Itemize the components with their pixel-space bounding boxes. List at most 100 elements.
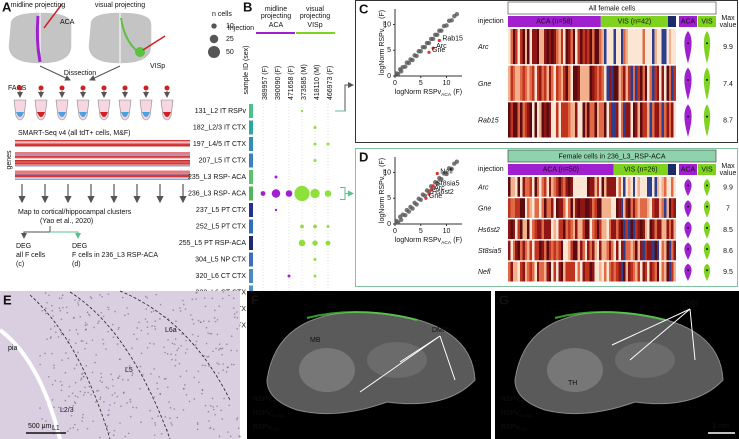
cell-nucleus xyxy=(218,363,220,366)
cell-nucleus xyxy=(198,381,200,384)
gene-annotation: Hs6st2 xyxy=(432,189,454,196)
row-label: 320_L6 CT CTX xyxy=(196,273,247,280)
cell-nucleus xyxy=(203,320,205,322)
text-main: RSPv xyxy=(501,410,519,417)
cell-nucleus xyxy=(221,297,224,300)
max-label: Max xyxy=(721,163,735,170)
group-name: VISp xyxy=(307,22,322,29)
cell-nucleus xyxy=(98,436,101,439)
cell-nucleus xyxy=(111,378,114,381)
cell-nucleus xyxy=(232,307,235,310)
cell-nucleus xyxy=(176,416,179,419)
cell-nucleus xyxy=(191,318,194,321)
pointer-line xyxy=(439,335,456,381)
cell-nucleus xyxy=(58,307,61,309)
tube xyxy=(160,99,174,121)
title-box xyxy=(507,149,717,163)
cell-dot xyxy=(17,85,23,91)
violin-median xyxy=(706,42,708,45)
cell-nucleus xyxy=(173,343,176,346)
cell-nucleus xyxy=(65,352,67,354)
max-label: Max xyxy=(721,15,735,22)
cell-nucleus xyxy=(59,309,62,312)
tube xyxy=(97,99,111,121)
cell-nucleus xyxy=(223,397,225,400)
cell-nucleus xyxy=(236,349,238,352)
cell-nucleus xyxy=(225,343,228,346)
bubble xyxy=(324,190,332,197)
cell-nucleus xyxy=(108,409,110,412)
cluster-color xyxy=(249,219,253,234)
violin xyxy=(703,179,711,197)
x-axis-label: logNorm RSPvACA (F) xyxy=(395,237,462,246)
violin xyxy=(703,263,711,281)
branch xyxy=(21,226,51,239)
cell-nucleus xyxy=(197,370,200,373)
cell-nucleus xyxy=(146,326,149,328)
gene-label: Nefl xyxy=(478,269,491,276)
cell-nucleus xyxy=(206,355,208,358)
max-value: 8.5 xyxy=(723,227,733,234)
cell-nucleus xyxy=(132,406,134,409)
cell-nucleus xyxy=(55,331,57,334)
cell-nucleus xyxy=(171,342,174,345)
cell-nucleus xyxy=(86,323,88,326)
cell-nucleus xyxy=(79,316,81,318)
cell-nucleus xyxy=(100,311,103,314)
cell-nucleus xyxy=(146,346,149,349)
cell-nucleus xyxy=(88,314,91,317)
gene-annotation: St8sia5 xyxy=(436,181,459,188)
violin-median xyxy=(687,42,689,45)
cluster-color xyxy=(249,153,253,168)
cell-nucleus xyxy=(84,386,86,389)
cell-nucleus xyxy=(39,354,41,357)
cell-nucleus xyxy=(57,336,60,338)
cell-nucleus xyxy=(184,352,187,354)
axis-label: sample ID (sex) xyxy=(243,45,250,94)
violin xyxy=(684,179,692,197)
cell-nucleus xyxy=(82,413,84,416)
gene-annotation: Nefl xyxy=(440,168,453,175)
cell-nucleus xyxy=(84,322,87,324)
branch xyxy=(50,231,81,239)
cell-nucleus xyxy=(44,352,46,355)
cell-nucleus xyxy=(91,339,94,342)
cell-nucleus xyxy=(61,384,63,386)
gene-label: Arc xyxy=(477,184,489,191)
cell-nucleus xyxy=(236,317,239,319)
cluster-color xyxy=(249,236,253,250)
cell-nucleus xyxy=(175,320,177,323)
cell-nucleus xyxy=(149,342,151,344)
step-label: Dissection xyxy=(64,70,96,77)
cell-nucleus xyxy=(170,353,172,355)
highlight-point xyxy=(429,188,433,192)
cell-nucleus xyxy=(131,372,134,374)
cell-nucleus xyxy=(185,339,187,342)
x-tick-label: 10 xyxy=(443,80,451,87)
tube xyxy=(34,99,48,121)
violin-median xyxy=(687,226,689,229)
cell-nucleus xyxy=(170,422,172,424)
scatter-point xyxy=(439,176,444,182)
bracket xyxy=(335,82,354,112)
cell-nucleus xyxy=(201,392,203,395)
tube-content xyxy=(37,112,45,117)
group-bar xyxy=(668,16,676,27)
tube xyxy=(13,99,27,121)
cell-nucleus xyxy=(51,399,54,401)
cell-nucleus xyxy=(70,414,73,417)
cell-nucleus xyxy=(193,398,196,400)
cell-nucleus xyxy=(177,347,180,350)
highlight-point xyxy=(435,171,439,176)
violin-header-label: ACA xyxy=(681,166,696,173)
cell-nucleus xyxy=(237,427,240,429)
scatter-point xyxy=(426,40,432,46)
cell-dot xyxy=(59,85,65,91)
cell-nucleus xyxy=(216,362,219,364)
bubble xyxy=(313,274,317,278)
group-bar xyxy=(613,164,668,175)
cell-nucleus xyxy=(185,394,188,396)
cell-nucleus xyxy=(116,395,119,398)
group-header: projecting xyxy=(261,13,291,20)
tube-content xyxy=(16,112,24,117)
